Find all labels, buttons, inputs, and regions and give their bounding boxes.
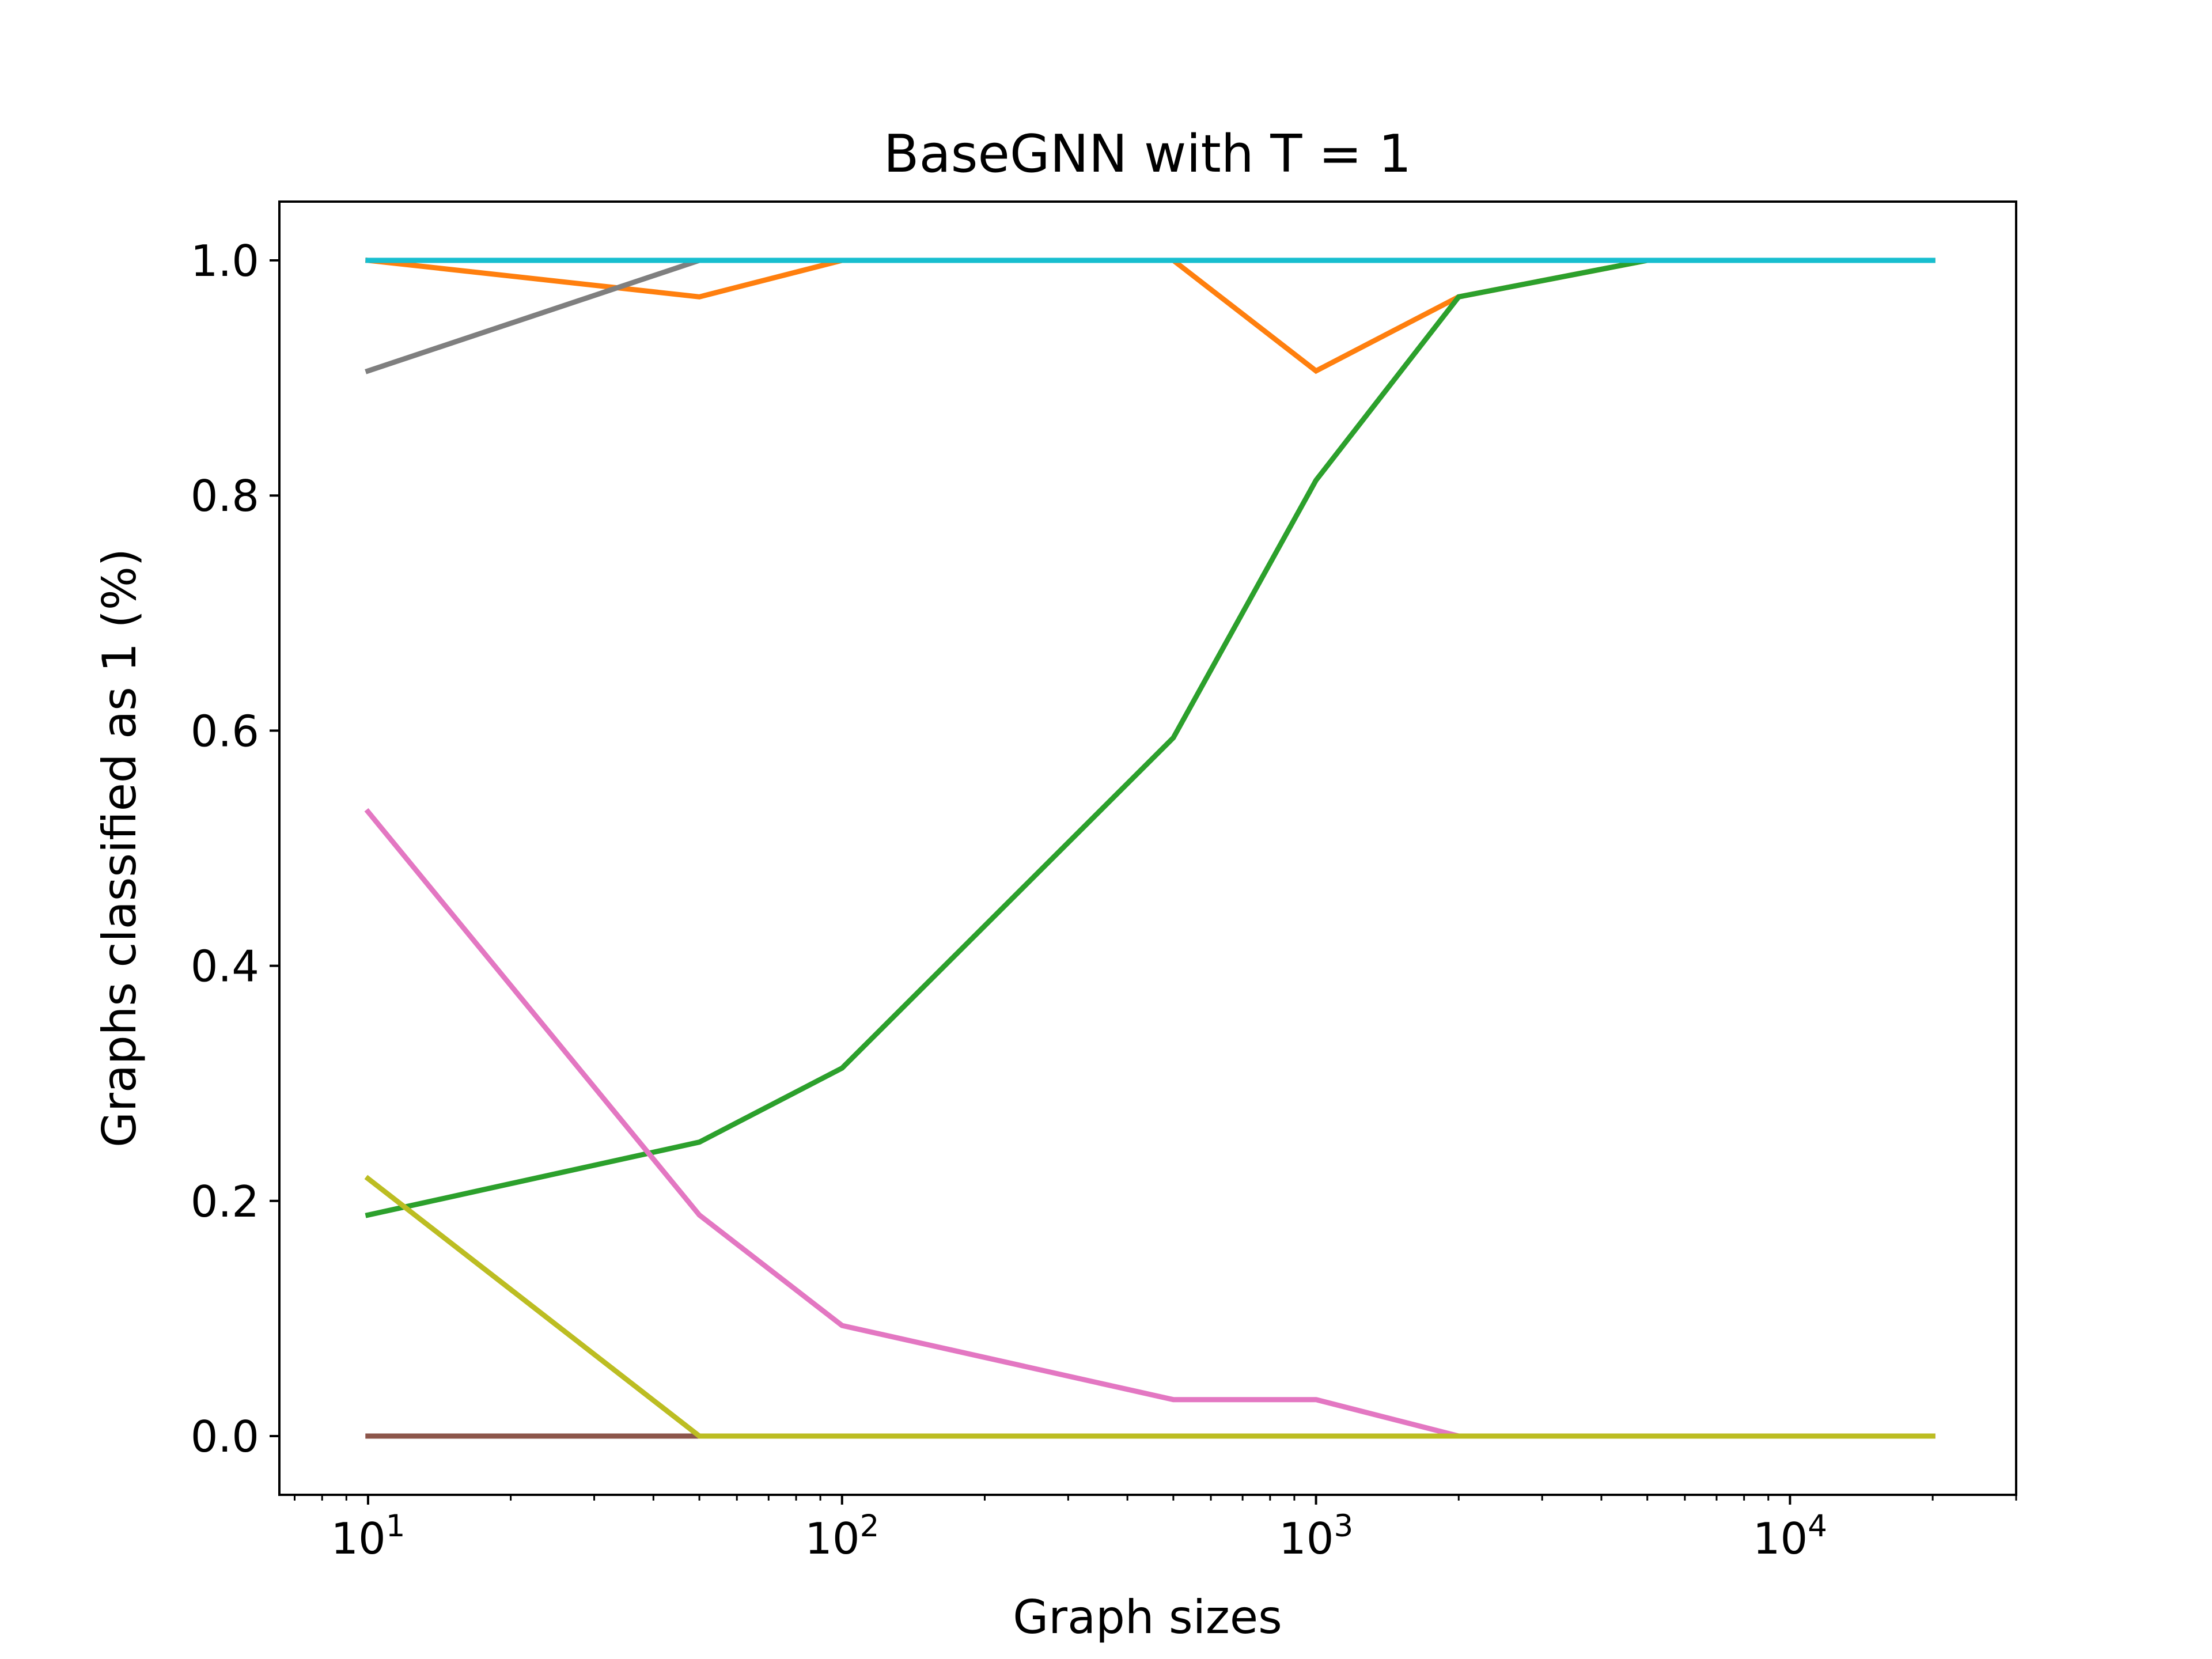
y-tick-label-3: 0.6 — [191, 706, 259, 756]
x-axis-ticks: 101 102 103 104 — [293, 1495, 2017, 1564]
plot-frame — [278, 200, 2017, 1496]
x-tick-label-2: 103 — [1279, 1509, 1353, 1564]
x-tick-label-base: 10 — [331, 1513, 385, 1564]
x-tick-label-exponent: 1 — [386, 1509, 406, 1544]
y-tick-label-4: 0.8 — [191, 471, 259, 521]
y-tick-label-0: 0.0 — [191, 1411, 259, 1462]
x-tick-label-base: 10 — [1753, 1513, 1808, 1564]
x-tick-label-base: 10 — [1279, 1513, 1334, 1564]
series-line-8 — [364, 1175, 1936, 1439]
x-tick-label-exponent: 2 — [860, 1509, 880, 1544]
x-axis-label: Graph sizes — [1013, 1590, 1282, 1644]
x-tick-label-exponent: 3 — [1334, 1509, 1353, 1544]
x-tick-label-0: 101 — [331, 1509, 405, 1564]
x-tick-label-base: 10 — [805, 1513, 859, 1564]
x-tick-label-3: 104 — [1753, 1509, 1827, 1564]
y-tick-label-2: 0.4 — [191, 941, 259, 992]
y-axis-ticks: 0.0 0.2 0.4 0.6 0.8 1.0 — [191, 236, 279, 1462]
chart-title: BaseGNN with T = 1 — [884, 124, 1412, 184]
y-tick-label-5: 1.0 — [191, 236, 259, 286]
series-line-2 — [365, 257, 1936, 1218]
y-tick-label-1: 0.2 — [191, 1176, 259, 1227]
series-layer — [364, 257, 1936, 1439]
x-tick-label-exponent: 4 — [1808, 1509, 1827, 1544]
x-tick-label-1: 102 — [805, 1509, 879, 1564]
y-axis-label: Graphs classified as 1 (%) — [93, 548, 146, 1147]
